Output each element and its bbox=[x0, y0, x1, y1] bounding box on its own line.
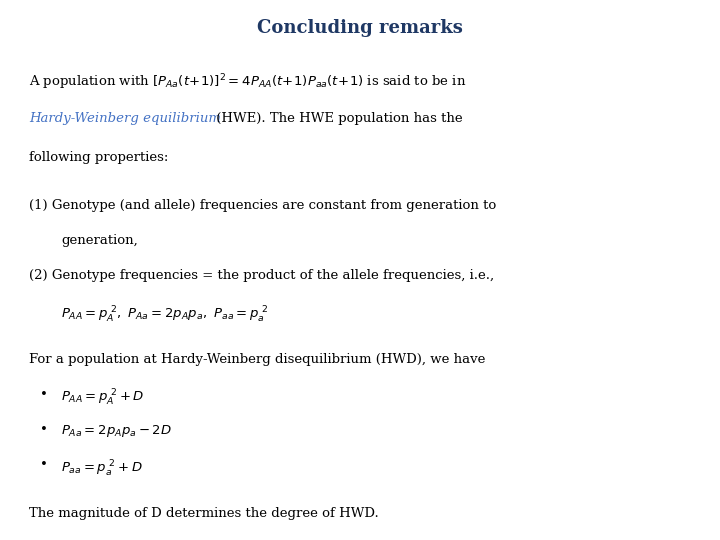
Text: $P_{AA} = p_A^{\ 2} + D$: $P_{AA} = p_A^{\ 2} + D$ bbox=[61, 388, 145, 408]
Text: (1) Genotype (and allele) frequencies are constant from generation to: (1) Genotype (and allele) frequencies ar… bbox=[29, 199, 496, 212]
Text: A population with $[P_{Aa}(t\!+\!1)]^2 = 4P_{AA}(t\!+\!1)P_{aa}(t\!+\!1)$ is sai: A population with $[P_{Aa}(t\!+\!1)]^2 =… bbox=[29, 73, 466, 92]
Text: Hardy-Weinberg equilibrium: Hardy-Weinberg equilibrium bbox=[29, 112, 221, 125]
Text: $P_{aa} = p_a^{\ 2} + D$: $P_{aa} = p_a^{\ 2} + D$ bbox=[61, 458, 143, 478]
Text: •: • bbox=[40, 423, 48, 436]
Text: generation,: generation, bbox=[61, 234, 138, 247]
Text: following properties:: following properties: bbox=[29, 151, 168, 164]
Text: $P_{AA} = p_A^{\ 2},\ P_{Aa} = 2p_Ap_a,\ P_{aa} = p_a^{\ 2}$: $P_{AA} = p_A^{\ 2},\ P_{Aa} = 2p_Ap_a,\… bbox=[61, 305, 269, 325]
Text: The magnitude of D determines the degree of HWD.: The magnitude of D determines the degree… bbox=[29, 507, 379, 520]
Text: •: • bbox=[40, 388, 48, 401]
Text: (HWE). The HWE population has the: (HWE). The HWE population has the bbox=[212, 112, 463, 125]
Text: Concluding remarks: Concluding remarks bbox=[257, 19, 463, 37]
Text: For a population at Hardy-Weinberg disequilibrium (HWD), we have: For a population at Hardy-Weinberg diseq… bbox=[29, 353, 485, 366]
Text: (2) Genotype frequencies = the product of the allele frequencies, i.e.,: (2) Genotype frequencies = the product o… bbox=[29, 269, 494, 282]
Text: •: • bbox=[40, 458, 48, 471]
Text: $P_{Aa} = 2p_Ap_a - 2D$: $P_{Aa} = 2p_Ap_a - 2D$ bbox=[61, 423, 172, 440]
